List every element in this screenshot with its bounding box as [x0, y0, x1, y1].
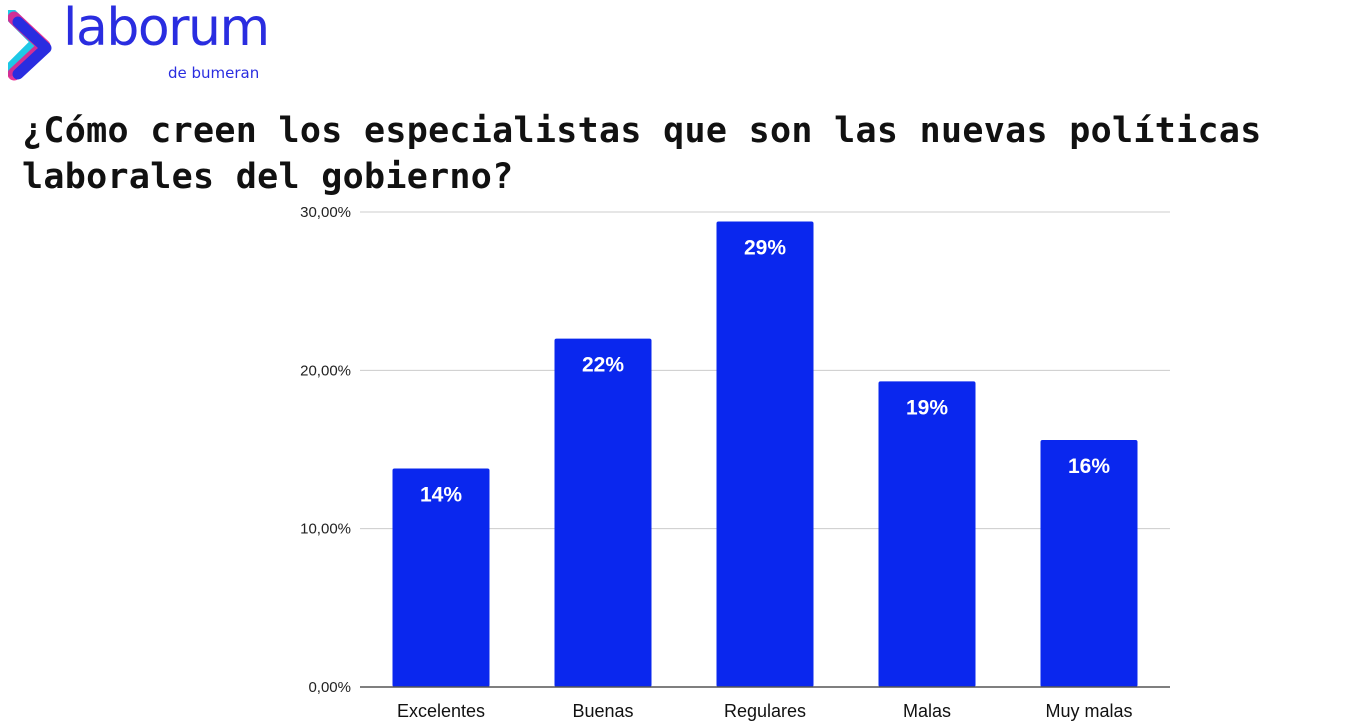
x-category-label: Regulares: [724, 701, 806, 721]
logo-wordmark: laborum: [63, 0, 270, 58]
bar: [1040, 440, 1138, 687]
brand-logo: laborum de bumeran: [3, 2, 278, 85]
bar-data-label: 14%: [420, 484, 462, 507]
y-tick-label: 0,00%: [308, 679, 351, 696]
y-tick-label: 10,00%: [300, 521, 351, 538]
bar: [716, 221, 814, 687]
bar-data-label: 22%: [582, 354, 624, 377]
logo-chevron-icon: [3, 7, 52, 81]
bar-data-label: 16%: [1068, 455, 1110, 478]
bar: [554, 338, 652, 687]
y-tick-label: 20,00%: [300, 362, 351, 379]
bar: [878, 381, 976, 687]
bar: [392, 468, 490, 687]
x-category-label: Muy malas: [1045, 701, 1132, 721]
bar-data-label: 29%: [744, 237, 786, 260]
logo-subtitle: de bumeran: [168, 64, 260, 82]
chart-title: ¿Cómo creen los especialistas que son la…: [22, 111, 1262, 197]
x-category-label: Malas: [903, 701, 951, 721]
x-category-label: Excelentes: [397, 701, 485, 721]
x-category-label: Buenas: [572, 701, 633, 721]
bar-data-label: 19%: [906, 396, 948, 419]
y-tick-label: 30,00%: [300, 204, 351, 221]
